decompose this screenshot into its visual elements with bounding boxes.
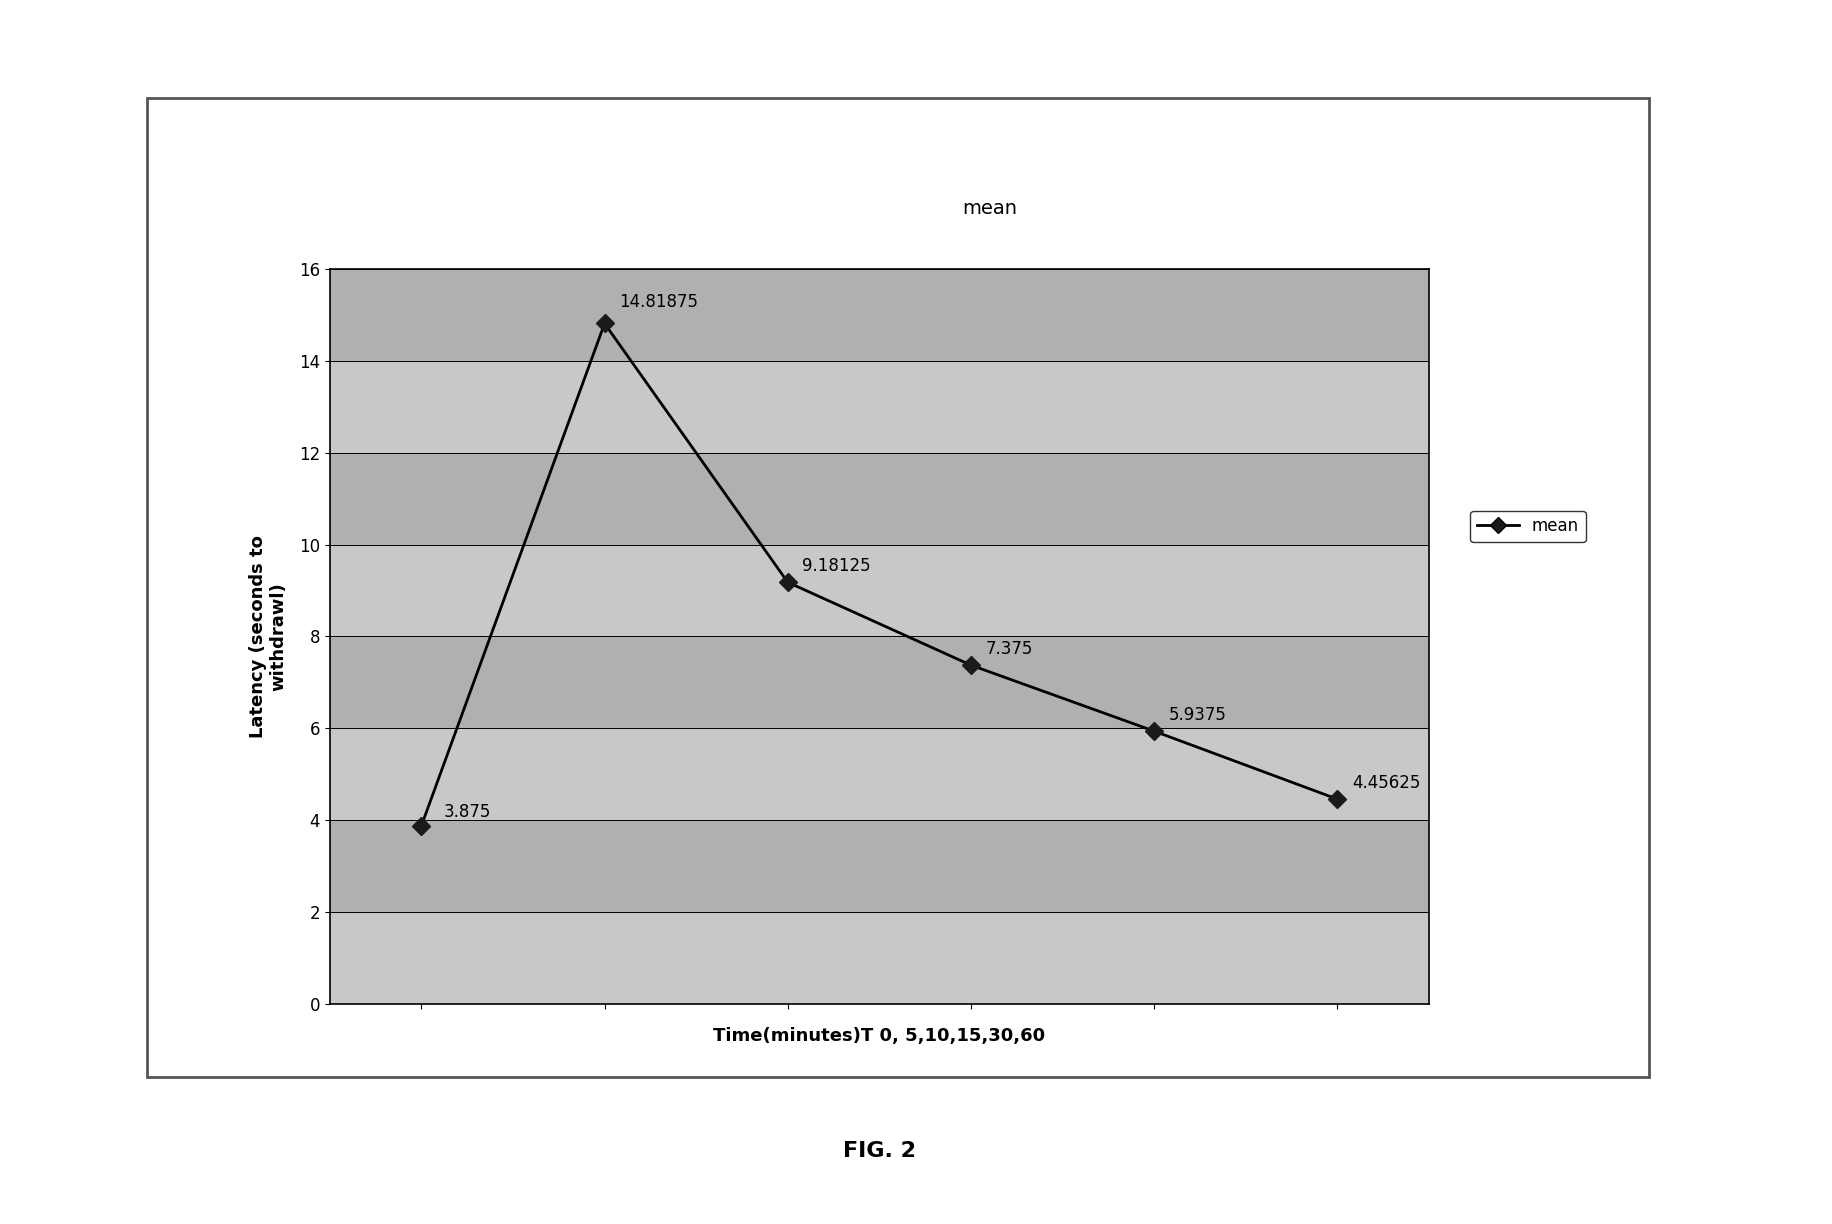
Bar xyxy=(330,912,1429,1004)
Text: 9.18125: 9.18125 xyxy=(802,557,870,575)
Text: 14.81875: 14.81875 xyxy=(619,294,698,311)
Text: FIG. 2: FIG. 2 xyxy=(843,1141,916,1160)
Text: mean: mean xyxy=(962,198,1017,218)
Bar xyxy=(330,361,1429,453)
Legend: mean: mean xyxy=(1471,510,1587,542)
Bar xyxy=(330,269,1429,361)
Bar xyxy=(330,728,1429,820)
Text: 3.875: 3.875 xyxy=(443,803,491,820)
Bar xyxy=(330,820,1429,912)
Bar xyxy=(330,453,1429,545)
Bar xyxy=(330,636,1429,728)
Y-axis label: Latency (seconds to
withdrawl): Latency (seconds to withdrawl) xyxy=(249,535,288,738)
Text: 5.9375: 5.9375 xyxy=(1169,706,1227,723)
X-axis label: Time(minutes)T 0, 5,10,15,30,60: Time(minutes)T 0, 5,10,15,30,60 xyxy=(713,1027,1046,1045)
Text: 7.375: 7.375 xyxy=(986,640,1033,657)
Bar xyxy=(330,545,1429,636)
Text: 4.45625: 4.45625 xyxy=(1352,774,1420,792)
